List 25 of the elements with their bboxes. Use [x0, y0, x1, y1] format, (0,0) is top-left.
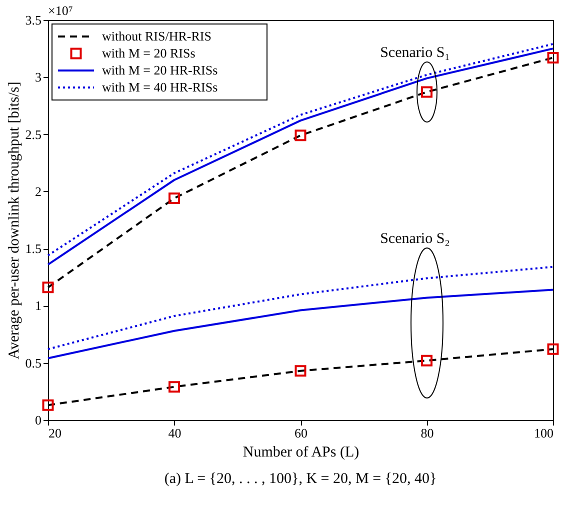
y-axis-title: Average per-user downlink throughput [bits/s] — [6, 82, 22, 360]
y-tick-label: 1 — [35, 298, 42, 314]
x-tick-label: 40 — [168, 426, 182, 440]
y-tick-label: 3.5 — [25, 12, 42, 28]
y-tick-label: 2 — [35, 184, 42, 199]
legend-label: with M = 20 RISs — [102, 46, 196, 60]
line-series — [47, 288, 554, 360]
y-tick-label: 1.5 — [25, 241, 42, 256]
x-tick-label: 20 — [48, 426, 62, 440]
legend-label: with M = 20 HR-RISs — [102, 62, 218, 78]
text: ×10⁷ — [48, 3, 73, 18]
legend-label: with M = 40 HR-RISs — [102, 80, 218, 94]
y-tick-label: 0.5 — [25, 355, 42, 370]
x-axis-title: Number of APs (L) — [242, 444, 360, 460]
annotation: Scenario S₁ — [380, 45, 450, 61]
legend-label: without RIS/HR-RIS — [102, 28, 212, 44]
text: (a) L = {20, . . . , 100}, K = 20, M = {20, 40} — [164, 471, 437, 487]
y-tick-label: 3 — [35, 70, 42, 85]
x-tick-label: 80 — [420, 426, 434, 440]
x-tick-label: 60 — [294, 426, 308, 440]
y-tick-label: 2.5 — [25, 126, 42, 142]
x-tick-label: 100 — [534, 426, 554, 440]
y-tick-label: 0 — [35, 412, 42, 428]
line-series — [47, 266, 554, 350]
annotation: Scenario S₂ — [380, 231, 450, 247]
